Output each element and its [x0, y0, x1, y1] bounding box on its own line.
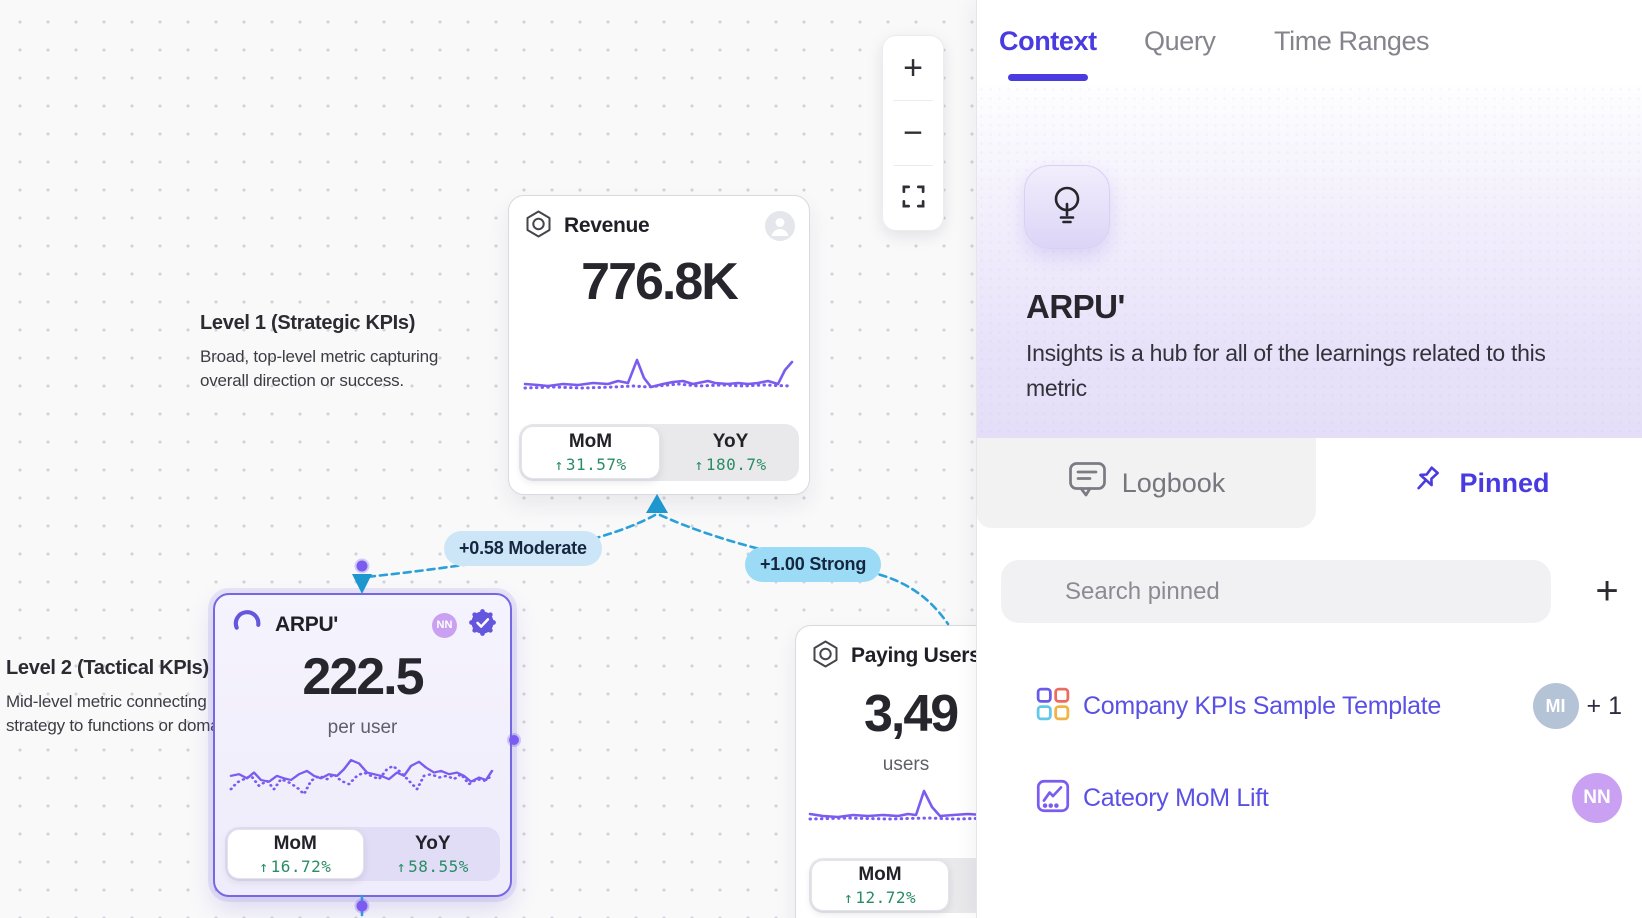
tab-query[interactable]: Query	[1144, 26, 1216, 56]
nn-avatar: NN	[1572, 773, 1622, 823]
add-pinned-button[interactable]: +	[1584, 568, 1630, 614]
level-2-description: Mid-level metric connecting strategy to …	[6, 692, 220, 735]
pinned-item-company-kpis[interactable]: Company KPIs Sample Template MI + 1	[1001, 680, 1622, 732]
arpu-stat-row: MoM ↑ 16.72% YoY ↑ 58.55%	[225, 827, 500, 881]
up-arrow-icon: ↑	[554, 456, 564, 474]
tab-context[interactable]: Context	[999, 26, 1097, 56]
metric-card-arpu[interactable]: ARPU' NN 222.5 per user	[213, 593, 512, 897]
mom-label: MoM	[273, 832, 317, 854]
level-2-title: Level 2 (Tactical KPIs)	[6, 657, 209, 679]
insight-tile[interactable]	[1024, 165, 1110, 249]
active-tab-underline	[1008, 74, 1088, 81]
hexagon-metric-icon	[525, 210, 552, 243]
paying-users-sparkline	[808, 789, 992, 821]
pinned-item-meta: NN	[1572, 773, 1622, 823]
level-1-description: Broad, top-level metric capturing overal…	[200, 347, 439, 390]
pinned-item-cateory-mom-lift[interactable]: Cateory MoM Lift NN	[1001, 772, 1622, 824]
connection-handle[interactable]	[354, 898, 370, 914]
owner-avatar-icon	[765, 211, 795, 241]
correlation-label-moderate: +0.58 Moderate	[444, 531, 602, 566]
level-2-annotation: Level 2 (Tactical KPIs) Mid-level metric…	[6, 657, 221, 738]
zoom-in-button[interactable]: +	[903, 48, 923, 87]
arrowhead-into-arpu	[352, 574, 372, 594]
metric-tree-canvas[interactable]: Level 1 (Strategic KPIs) Broad, top-leve…	[0, 0, 1097, 918]
subtab-logbook-label: Logbook	[1121, 467, 1226, 498]
arpu-yoy-toggle[interactable]: YoY ↑ 58.55%	[366, 827, 501, 881]
canvas-zoom-toolbar: + −	[882, 35, 944, 231]
revenue-value: 776.8K	[581, 253, 739, 311]
subtab-pinned[interactable]: Pinned	[1316, 438, 1642, 528]
tab-time-ranges[interactable]: Time Ranges	[1274, 26, 1430, 56]
paying-users-card-header: Paying Users'	[796, 626, 1096, 672]
up-arrow-icon: ↑	[259, 857, 269, 876]
arpu-value: 222.5	[302, 648, 424, 706]
yoy-label: YoY	[414, 832, 451, 854]
pinned-item-label: Cateory MoM Lift	[1083, 783, 1269, 812]
revenue-mom-toggle[interactable]: MoM ↑ 31.57%	[521, 426, 660, 479]
fit-view-button[interactable]	[883, 166, 943, 230]
up-arrow-icon: ↑	[396, 857, 407, 876]
mom-value: ↑ 16.72%	[259, 856, 332, 876]
revenue-sparkline	[523, 358, 794, 390]
paying-users-mom-toggle[interactable]: MoM ↑ 12.72%	[811, 860, 949, 911]
arpu-card-header: ARPU' NN	[215, 595, 510, 641]
nn-avatar: NN	[432, 612, 457, 638]
template-grid-icon	[1036, 687, 1070, 726]
fullscreen-icon	[901, 179, 926, 218]
metric-name-heading: ARPU'	[1026, 288, 1125, 325]
revenue-stat-row: MoM ↑ 31.57% YoY ↑ 180.7%	[519, 424, 799, 481]
chart-insight-icon	[1036, 779, 1070, 818]
context-sidebar: Context Query Time Ranges ARPU' Insights…	[976, 0, 1642, 918]
revenue-card-header: Revenue	[509, 196, 809, 242]
extra-collaborators-count: + 1	[1586, 691, 1622, 720]
yoy-label: YoY	[712, 431, 749, 452]
mom-value: ↑ 12.72%	[843, 888, 917, 907]
yoy-value: ↑ 58.55%	[396, 856, 469, 876]
metric-context-panel: ARPU' Insights is a hub for all of the l…	[977, 85, 1642, 438]
up-arrow-icon: ↑	[843, 889, 854, 907]
level-1-annotation: Level 1 (Strategic KPIs) Broad, top-leve…	[200, 312, 450, 393]
up-arrow-icon: ↑	[694, 456, 704, 474]
pinned-item-meta: MI + 1	[1532, 683, 1622, 729]
mom-value: ↑ 31.57%	[554, 455, 627, 474]
connection-handle[interactable]	[354, 558, 370, 574]
correlation-label-strong: +1.00 Strong	[745, 547, 882, 582]
arpu-sparkline	[229, 759, 494, 796]
level-1-title: Level 1 (Strategic KPIs)	[200, 312, 416, 334]
yoy-value: ↑ 180.7%	[694, 455, 767, 474]
arrowhead-into-revenue	[646, 494, 668, 513]
toolbar-divider	[893, 165, 933, 166]
pinned-search-row: +	[1001, 560, 1622, 623]
pinned-item-label: Company KPIs Sample Template	[1083, 691, 1441, 720]
mom-label: MoM	[568, 431, 613, 452]
hexagon-metric-icon	[812, 640, 839, 673]
metric-description: Insights is a hub for all of the learnin…	[1026, 340, 1546, 401]
arpu-mom-toggle[interactable]: MoM ↑ 16.72%	[227, 829, 364, 879]
paying-users-unit: users	[882, 754, 930, 775]
mom-label: MoM	[858, 864, 902, 885]
subtab-logbook[interactable]: Logbook	[977, 438, 1316, 528]
arpu-unit: per user	[327, 717, 398, 738]
arc-metric-icon	[231, 608, 263, 643]
mi-avatar: MI	[1532, 683, 1579, 729]
arpu-card-title: ARPU'	[275, 613, 338, 636]
subtab-pinned-label: Pinned	[1459, 467, 1550, 498]
paying-users-card-title: Paying Users'	[851, 644, 986, 667]
paying-users-value: 3,49	[864, 685, 959, 743]
revenue-card-title: Revenue	[564, 214, 650, 237]
revenue-yoy-toggle[interactable]: YoY ↑ 180.7%	[662, 424, 799, 481]
metric-card-revenue[interactable]: Revenue 776.8K MoM ↑ 31.57% YoY ↑ 180.7%	[508, 195, 810, 495]
logbook-icon	[1068, 461, 1107, 506]
sidebar-subtabs: Logbook Pinned	[977, 438, 1642, 528]
zoom-out-button[interactable]: −	[903, 113, 923, 152]
toolbar-divider	[893, 100, 933, 101]
sidebar-tab-bar: Context Query Time Ranges	[977, 0, 1642, 86]
search-pinned-input[interactable]	[1001, 560, 1551, 623]
pin-icon	[1408, 462, 1444, 505]
verified-badge-icon	[469, 609, 496, 641]
lightbulb-icon	[1045, 182, 1089, 233]
